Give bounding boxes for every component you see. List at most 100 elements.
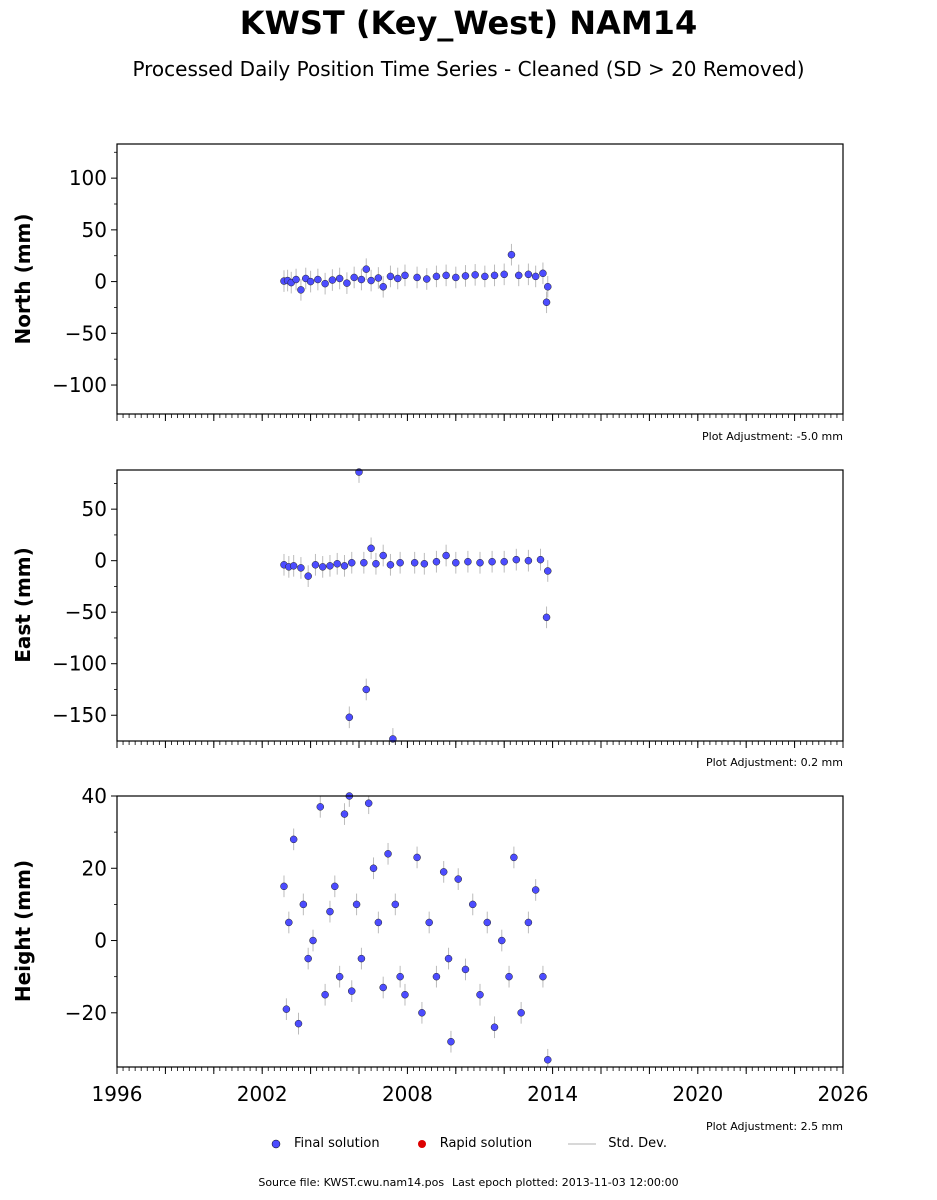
height-point-23 [391, 900, 400, 909]
north-point-8 [321, 279, 329, 288]
north-point-3 [292, 275, 300, 284]
north-point-27 [471, 271, 479, 279]
height-point-41 [510, 853, 518, 862]
east-point-14 [362, 685, 371, 694]
height-point-6 [304, 954, 312, 963]
east-point-7 [326, 562, 334, 570]
height-point-2 [285, 918, 293, 927]
height-point-31 [444, 954, 453, 963]
legend-rapid-label: Rapid solution [439, 1136, 533, 1151]
east-point-27 [476, 558, 484, 567]
height-y-tick-label: 0 [94, 929, 107, 953]
east-point-32 [536, 555, 545, 564]
north-point-13 [357, 275, 366, 284]
north-point-31 [507, 250, 516, 259]
north-point-20 [401, 271, 409, 280]
height-y-axis-label: Height (mm) [11, 860, 35, 1002]
x-tick-label: 2002 [237, 1082, 288, 1106]
east-point-15 [367, 544, 375, 553]
height-point-11 [331, 882, 339, 891]
east-y-tick-label: −150 [52, 703, 107, 727]
east-point-2 [289, 562, 298, 570]
east-point-13 [360, 558, 368, 567]
north-point-7 [314, 275, 322, 284]
height-point-17 [357, 954, 366, 963]
north-point-28 [481, 272, 489, 281]
east-point-9 [340, 562, 349, 570]
height-point-32 [447, 1037, 455, 1046]
height-point-26 [413, 853, 421, 862]
east-point-34 [542, 613, 551, 622]
height-plot-frame [116, 795, 844, 1068]
north-point-26 [461, 272, 470, 280]
east-plot-frame [116, 469, 844, 742]
east-y-tick-label: 50 [82, 497, 107, 521]
height-point-38 [490, 1023, 499, 1032]
height-point-37 [483, 918, 492, 927]
height-point-5 [299, 900, 308, 909]
north-plot-frame [116, 143, 844, 415]
north-y-tick-label: 100 [69, 166, 107, 190]
height-point-27 [418, 1009, 426, 1017]
east-point-10 [347, 558, 356, 567]
height-point-15 [347, 987, 356, 995]
height-point-46 [544, 1056, 552, 1064]
chart-title: KWST (Key_West) NAM14 [239, 4, 698, 42]
east-point-20 [396, 558, 404, 567]
source-file: Source file: KWST.cwu.nam14.pos [258, 1176, 445, 1189]
north-point-15 [367, 276, 375, 285]
x-tick-label: 2020 [672, 1082, 723, 1106]
north-point-30 [500, 270, 508, 279]
north-point-23 [432, 272, 441, 281]
height-point-3 [289, 835, 298, 844]
height-point-4 [294, 1019, 303, 1028]
north-y-tick-label: 0 [94, 270, 107, 294]
legend-item-final: Final solution [270, 1136, 380, 1151]
east-point-18 [386, 561, 395, 569]
north-point-33 [524, 270, 533, 279]
height-point-21 [379, 983, 387, 992]
height-point-29 [432, 972, 441, 981]
north-point-35 [539, 269, 547, 278]
source-footer: Source file: KWST.cwu.nam14.pos Last epoc… [0, 1176, 937, 1189]
x-tick-label: 2008 [382, 1082, 433, 1106]
east-point-8 [333, 560, 341, 568]
height-point-36 [476, 990, 484, 999]
north-point-10 [335, 274, 344, 283]
north-point-18 [386, 272, 395, 281]
east-point-23 [432, 557, 441, 566]
legend-item-rapid: Rapid solution [416, 1136, 532, 1151]
east-point-17 [379, 551, 387, 560]
height-point-1 [282, 1005, 291, 1013]
height-point-10 [326, 907, 334, 916]
east-point-30 [512, 555, 521, 564]
east-y-axis-label: East (mm) [11, 547, 35, 663]
east-y-tick-label: −50 [65, 600, 107, 624]
north-point-16 [374, 274, 383, 282]
east-point-25 [452, 558, 460, 567]
east-point-4 [304, 572, 312, 580]
height-point-19 [369, 864, 378, 873]
north-point-11 [343, 279, 351, 287]
north-point-12 [350, 273, 358, 282]
north-point-19 [393, 274, 402, 283]
height-point-18 [364, 799, 373, 807]
north-y-axis-label: North (mm) [11, 213, 35, 344]
east-point-11 [345, 713, 354, 722]
east-point-26 [464, 557, 472, 566]
north-point-34 [531, 272, 540, 281]
height-y-tick-label: −20 [65, 1001, 107, 1025]
height-point-44 [531, 886, 540, 894]
east-point-6 [318, 563, 327, 571]
height-point-20 [374, 918, 383, 927]
height-point-40 [505, 972, 513, 981]
east-plot-adjustment: Plot Adjustment: 0.2 mm [706, 756, 843, 769]
east-point-28 [488, 557, 496, 566]
height-point-9 [321, 990, 329, 999]
north-point-17 [379, 283, 387, 291]
height-point-24 [396, 972, 404, 981]
east-point-16 [372, 560, 380, 568]
east-point-21 [410, 558, 419, 567]
legend-final-label: Final solution [293, 1136, 380, 1151]
